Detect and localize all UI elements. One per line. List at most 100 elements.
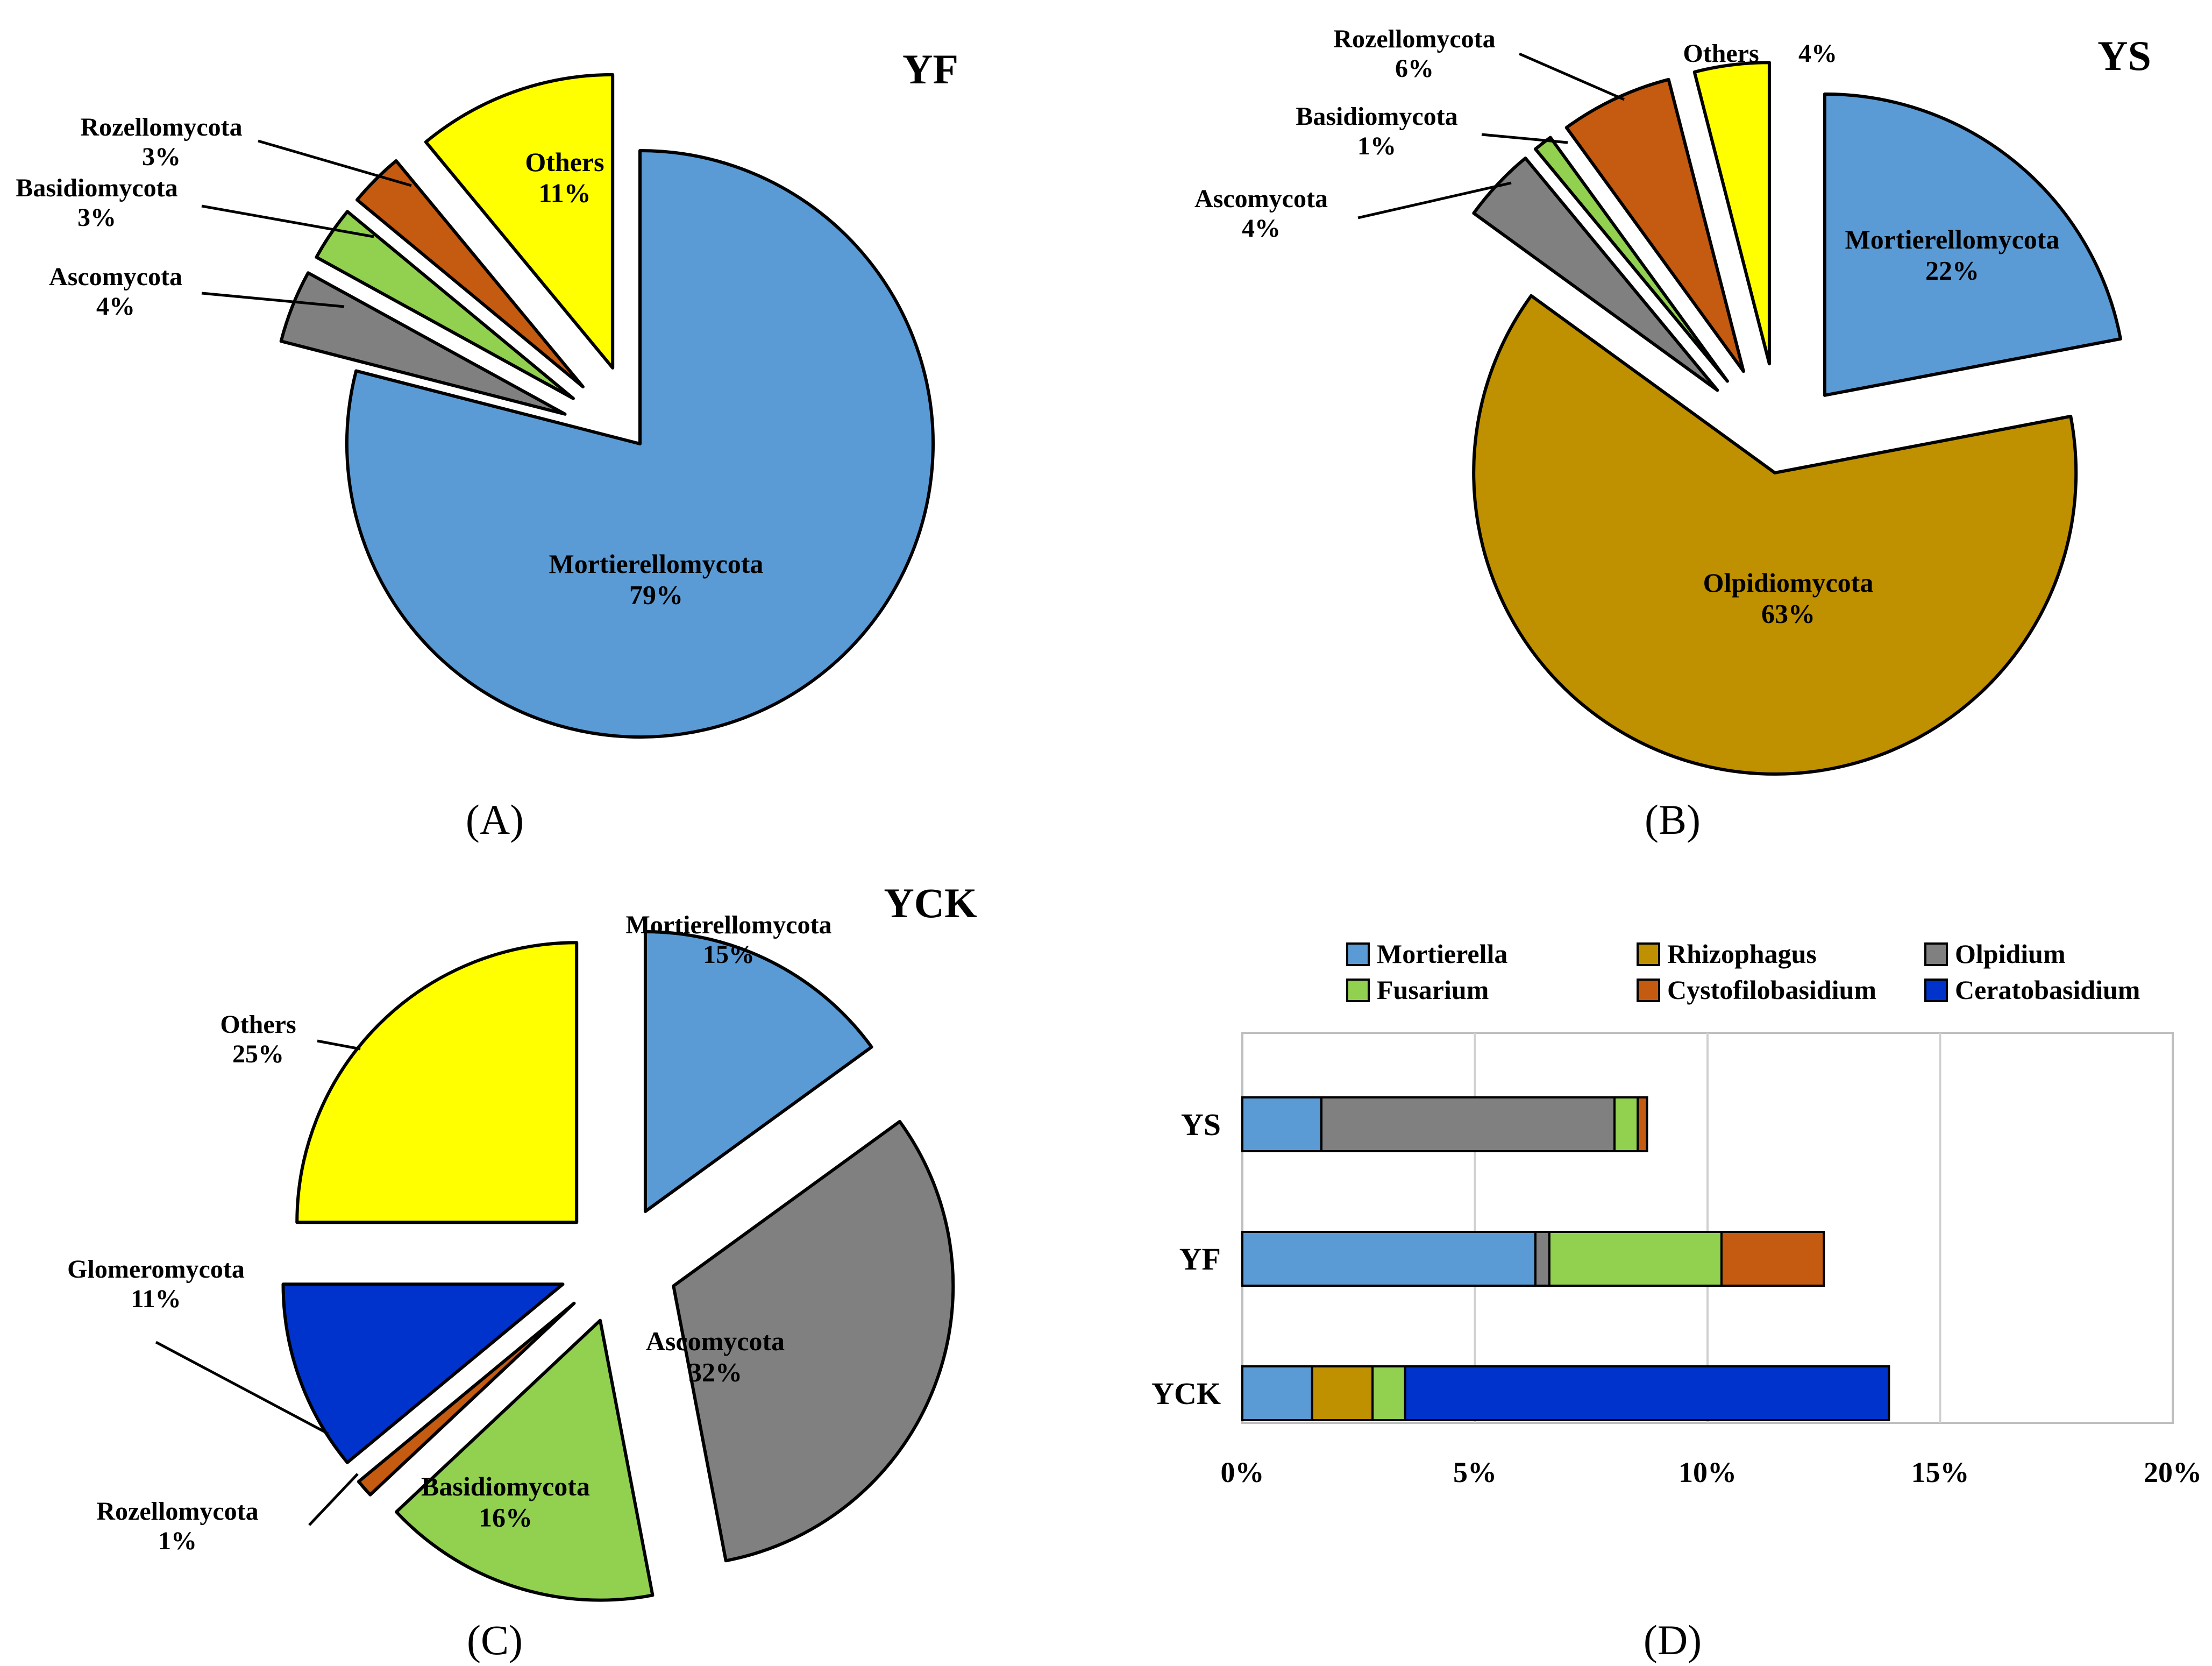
pie-yf-leader-rozellomycota [258,139,412,187]
pie-yf-label-rozellomycota-value: 3% [142,143,181,171]
pie-yck-leader-others [317,1039,361,1051]
bar-yck-mortierella [1241,1365,1313,1421]
x-tick-label-4: 20% [2144,1456,2202,1488]
pie-yck-leader-glomeromycota [155,1341,329,1435]
pie-yck-slice-glomeromycota [281,1282,565,1464]
bar-ys-cystofilobasidium [1637,1096,1648,1152]
pie-ys-leader-basidiomycota [1481,133,1568,144]
legend-item-rhizophagus: Rhizophagus [1637,939,1817,969]
pie-yck-label-basidiomycota-name: Basidiomycota [421,1471,590,1501]
pie-yck-label-glomeromycota-name: Glomeromycota [67,1255,245,1284]
pie-yck-label-others-name: Others [220,1010,296,1039]
legend-swatch-ceratobasidium [1924,979,1948,1002]
legend-item-ceratobasidium: Ceratobasidium [1924,975,2140,1005]
pie-yck-slice-mortierellomycota [643,930,873,1213]
pie-yck-label-rozellomycota-value: 1% [158,1527,197,1555]
pie-yck-label-others-value: 25% [232,1040,284,1068]
pie-yck-slice-ascomycota [672,1119,955,1563]
bar-yf-cystofilobasidium [1720,1231,1825,1287]
pie-yck-label-basidiomycota-value: 16% [479,1502,532,1533]
bar-ys-mortierella [1241,1096,1323,1152]
legend-swatch-fusarium [1346,979,1370,1002]
pie-ys-label-others-name: Others [1683,39,1759,68]
pie-ys-slice-basidiomycota [1533,136,1729,383]
pie-yck-label-glomeromycota-value: 11% [131,1285,181,1313]
pie-ys-slice-olpidiomycota [1472,294,2078,776]
legend-item-cystofilobasidium: Cystofilobasidium [1637,975,1876,1005]
pie-yck-title: YCK [884,880,977,926]
pie-yck-leader-rozellomycota [308,1473,359,1526]
pie-yf-title: YF [902,46,958,93]
pie-ys-title: YS [2097,32,2151,79]
pie-yf-label-mortierellomycota-name: Mortierellomycota [549,549,764,579]
y-tick-label-yck: YCK [1151,1376,1221,1411]
pie-ys-label-olpidiomycota-value: 63% [1761,599,1815,629]
legend-item-olpidium: Olpidium [1924,939,2066,969]
x-tick-label-0: 0% [1221,1456,1264,1488]
legend-swatch-cystofilobasidium [1637,979,1660,1002]
pie-yck-label-mortierellomycota-name: Mortierellomycota [626,911,832,939]
pie-ys-label-mortierellomycota-value: 22% [1925,256,1979,286]
pie-ys-label-basidiomycota-value: 1% [1357,132,1396,160]
pie-ys-label-others-value: 4% [1798,39,1837,68]
panel-label-d: (D) [1644,1617,1702,1663]
pie-ys-leader-rozellomycota [1519,52,1625,101]
legend-label-olpidium: Olpidium [1955,939,2066,969]
pie-yck-slice-rozellomycota [357,1301,576,1497]
bar-ys-olpidium [1320,1096,1616,1152]
legend-swatch-olpidium [1924,942,1948,966]
pie-yck-label-rozellomycota-name: Rozellomycota [96,1497,258,1526]
panel-label-b: (B) [1645,796,1701,843]
legend-swatch-mortierella [1346,942,1370,966]
pie-ys-label-basidiomycota-name: Basidiomycota [1296,102,1457,131]
pie-yf-slice-rozellomycota [355,159,585,388]
pie-ys-label-olpidiomycota-name: Olpidiomycota [1703,568,1874,598]
pie-yf-label-ascomycota-value: 4% [96,292,135,321]
y-tick-label-yf: YF [1179,1242,1221,1277]
bar-yf-olpidium [1534,1231,1550,1287]
x-tick-label-1: 5% [1453,1456,1497,1488]
legend-label-ceratobasidium: Ceratobasidium [1955,975,2140,1005]
pie-yf-label-basidiomycota-value: 3% [77,203,116,232]
bar-yf-fusarium [1548,1231,1723,1287]
y-tick-label-ys: YS [1181,1107,1221,1142]
panel-label-c: (C) [467,1617,523,1663]
pie-ys-slice-rozellomycota [1564,77,1745,373]
legend-swatch-rhizophagus [1637,942,1660,966]
pie-ys-label-ascomycota-name: Ascomycota [1194,185,1328,213]
bar-ys-fusarium [1613,1096,1639,1152]
pie-ys-label-ascomycota-value: 4% [1242,214,1281,243]
pie-yf-leader-ascomycota [201,292,345,308]
panel-label-a: (A) [466,796,524,843]
pie-yf-label-basidiomycota-name: Basidiomycota [16,174,177,202]
pie-yck-label-mortierellomycota-value: 15% [703,940,755,969]
legend-item-mortierella: Mortierella [1346,939,1507,969]
legend-label-fusarium: Fusarium [1377,975,1489,1005]
pie-yf-leader-basidiomycota [201,204,374,238]
legend-item-fusarium: Fusarium [1346,975,1489,1005]
pie-yck-slice-others [295,941,579,1224]
pie-yf-label-others-name: Others [525,147,604,177]
pie-ys-slice-others [1692,61,1771,366]
pie-yf-slice-mortierellomycota [345,149,935,739]
pie-yf-label-rozellomycota-name: Rozellomycota [80,113,242,141]
pie-ys-leader-ascomycota [1357,181,1512,219]
bar-yf-mortierella [1241,1231,1537,1287]
bar-yck-fusarium [1371,1365,1406,1421]
